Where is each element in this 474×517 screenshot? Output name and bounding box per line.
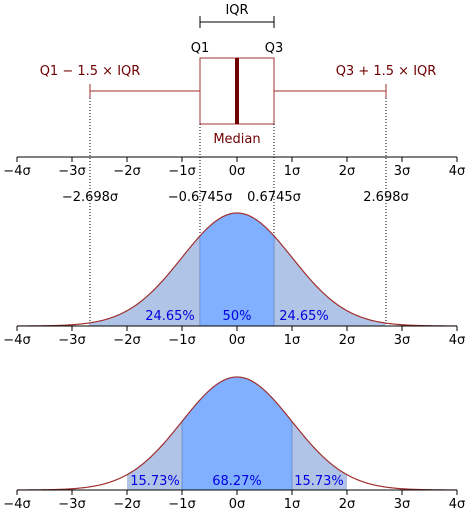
top-axis-tick-label: 4σ — [449, 164, 466, 179]
panel1-axis-tick-label: 4σ — [449, 333, 466, 348]
panel2-axis-tick-label: −2σ — [113, 497, 140, 512]
top-sigma-axis: −4σ −3σ −2σ −1σ 0σ 1σ 2σ 3σ 4σ — [3, 156, 466, 179]
quartile-mark-label: −0.6745σ — [168, 190, 233, 205]
panel2-center-percent: 68.27% — [212, 474, 262, 489]
panel2-axis-tick-label: 4σ — [449, 497, 466, 512]
top-axis-tick-label: −2σ — [113, 164, 140, 179]
panel2-axis-tick-label: 2σ — [339, 497, 356, 512]
panel1-axis-tick-label: 2σ — [339, 333, 356, 348]
panel1-axis-tick-label: 0σ — [229, 333, 246, 348]
panel1-axis-tick-label: 3σ — [394, 333, 411, 348]
panel1-left-tail-percent: 24.65% — [145, 309, 195, 324]
panel2-normal-curve — [17, 376, 457, 491]
normal-curve-panel-iqr: −4σ −3σ −2σ −1σ 0σ 1σ 2σ 3σ 4σ — [3, 212, 466, 348]
panel1-axis-tick-label: 1σ — [284, 333, 301, 348]
iqr-label: IQR — [225, 3, 248, 18]
q1-label: Q1 — [191, 41, 210, 56]
panel1-axis-tick-label: −1σ — [168, 333, 195, 348]
panel2-axis-tick-label: −4σ — [3, 497, 30, 512]
boxplot: IQR Q1 Q3 Q1 − 1.5 × IQR Q3 + 1.5 × IQR … — [40, 3, 437, 147]
panel1-center-percent: 50% — [223, 309, 252, 324]
top-axis-tick-label: 2σ — [339, 164, 356, 179]
panel2-right-tail-percent: 15.73% — [294, 474, 344, 489]
panel2-axis-tick-label: −3σ — [58, 497, 85, 512]
median-label: Median — [213, 132, 260, 147]
panel2-axis-tick-label: 1σ — [284, 497, 301, 512]
panel2-percent-labels: 15.73% 68.27% 15.73% — [130, 474, 344, 489]
panel2-axis-tick-label: 0σ — [229, 497, 246, 512]
quartile-mark-label: 0.6745σ — [247, 190, 301, 205]
panel1-axis-tick-label: −3σ — [58, 333, 85, 348]
normal-curve-panel-sigma: −4σ −3σ −2σ −1σ 0σ 1σ 2σ 3σ 4σ — [3, 376, 466, 512]
top-axis-tick-label: −3σ — [58, 164, 85, 179]
upper-whisker-label: Q3 + 1.5 × IQR — [336, 64, 437, 79]
top-axis-tick-label: 0σ — [229, 164, 246, 179]
panel1-right-tail-percent: 24.65% — [279, 309, 329, 324]
panel2-axis-tick-label: −1σ — [168, 497, 195, 512]
top-axis-tick-label: −4σ — [3, 164, 30, 179]
panel1-axis-tick-label: −2σ — [113, 333, 140, 348]
lower-whisker-label: Q1 − 1.5 × IQR — [40, 64, 141, 79]
panel1-percent-labels: 24.65% 50% 24.65% — [145, 309, 329, 324]
panel2-left-tail-percent: 15.73% — [130, 474, 180, 489]
top-axis-tick-label: −1σ — [168, 164, 195, 179]
top-axis-tick-label: 1σ — [284, 164, 301, 179]
panel2-axis-tick-label: 3σ — [394, 497, 411, 512]
quartile-mark-labels: −2.698σ −0.6745σ 0.6745σ 2.698σ — [62, 190, 409, 205]
q3-label: Q3 — [265, 41, 284, 56]
panel2-center-fill — [182, 377, 292, 490]
panel1-center-fill — [199, 213, 275, 326]
top-axis-tick-label: 3σ — [394, 164, 411, 179]
panel1-axis-tick-label: −4σ — [3, 333, 30, 348]
panel1-normal-curve — [17, 212, 457, 327]
